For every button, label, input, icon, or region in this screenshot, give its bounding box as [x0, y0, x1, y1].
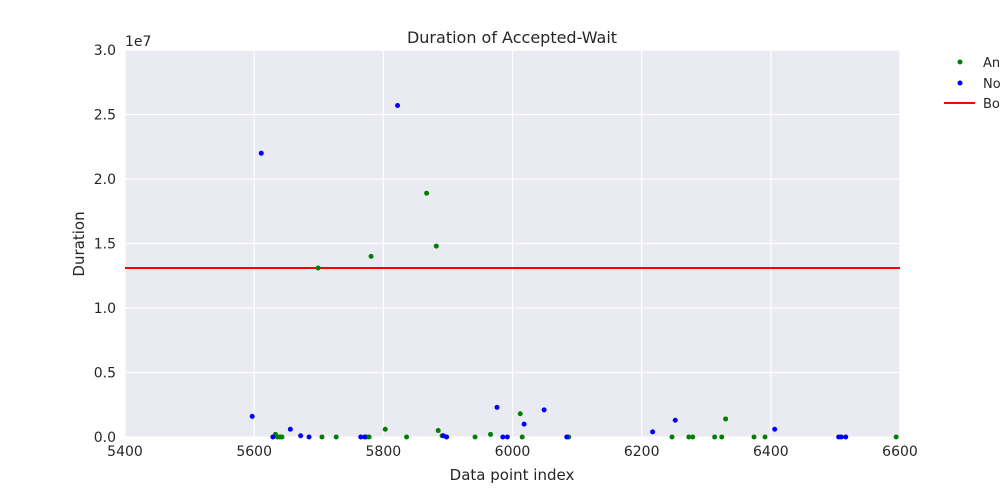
data-point-an [279, 434, 285, 440]
data-point-no [772, 426, 778, 432]
legend-label-no: No [983, 77, 1000, 92]
data-point-no [504, 434, 510, 440]
data-point-an [488, 431, 494, 437]
x-tick-label: 5800 [366, 444, 402, 460]
x-tick-label: 6400 [753, 444, 789, 460]
y-tick-label: 0.5 [94, 366, 116, 382]
data-point-an [368, 253, 374, 259]
data-point-no [500, 434, 506, 440]
data-point-an [762, 434, 768, 440]
legend-label-an: An [983, 56, 1000, 71]
data-point-no [306, 434, 312, 440]
data-point-no [541, 407, 547, 413]
y-tick-label: 1.5 [94, 237, 116, 253]
y-scale-label: 1e7 [125, 34, 151, 50]
legend-label-bo: Bo [983, 97, 1000, 112]
data-point-no [298, 433, 304, 439]
data-point-an [751, 434, 757, 440]
grid [124, 49, 901, 438]
data-point-an [712, 434, 718, 440]
y-tick-label: 2.0 [94, 172, 116, 188]
data-point-no [672, 417, 678, 423]
data-point-an [893, 434, 899, 440]
data-point-an [333, 434, 339, 440]
data-point-an [517, 411, 523, 417]
x-tick-label: 5600 [236, 444, 272, 460]
data-point-an [686, 434, 692, 440]
data-point-an [519, 434, 525, 440]
y-tick-label: 1.0 [94, 301, 116, 317]
legend-marker-an [957, 59, 963, 65]
data-point-no [395, 102, 401, 108]
y-tick-label: 2.5 [94, 108, 116, 124]
data-point-no [249, 413, 255, 419]
data-point-an [382, 426, 388, 432]
chart-title: Duration of Accepted-Wait [407, 28, 617, 47]
data-point-an [435, 428, 441, 434]
data-point-no [564, 434, 570, 440]
data-point-no [362, 434, 368, 440]
data-point-no [843, 434, 849, 440]
x-tick-label: 6000 [495, 444, 531, 460]
data-point-no [270, 434, 276, 440]
data-point-an [690, 434, 696, 440]
legend: An No Bo [944, 56, 1000, 112]
data-point-an [719, 434, 725, 440]
data-point-no [494, 404, 500, 410]
y-axis-label: Duration [70, 211, 88, 276]
x-tick-label: 6600 [882, 444, 918, 460]
data-point-an [424, 190, 430, 196]
data-point-an [366, 434, 372, 440]
data-point-no [444, 434, 450, 440]
data-point-no [521, 421, 527, 427]
tick-labels: 5400 5600 5800 6000 6200 6400 6600 0.0 0.5 1.0 1.5… [94, 43, 918, 460]
y-tick-label: 0.0 [94, 430, 116, 446]
data-point-an [723, 416, 729, 422]
data-point-an [319, 434, 325, 440]
data-point-no [358, 434, 364, 440]
data-point-an [433, 243, 439, 249]
data-point-no [258, 150, 264, 156]
data-point-an [669, 434, 675, 440]
data-points [249, 102, 899, 440]
x-tick-label: 6200 [624, 444, 660, 460]
x-axis-label: Data point index [450, 466, 575, 484]
data-point-an [472, 434, 478, 440]
data-point-an [315, 265, 321, 271]
x-tick-label: 5400 [107, 444, 143, 460]
data-point-no [838, 434, 844, 440]
legend-marker-no [957, 80, 963, 86]
data-point-no [287, 426, 293, 432]
data-point-no [650, 429, 656, 435]
data-point-an [404, 434, 410, 440]
y-tick-label: 3.0 [94, 43, 116, 59]
